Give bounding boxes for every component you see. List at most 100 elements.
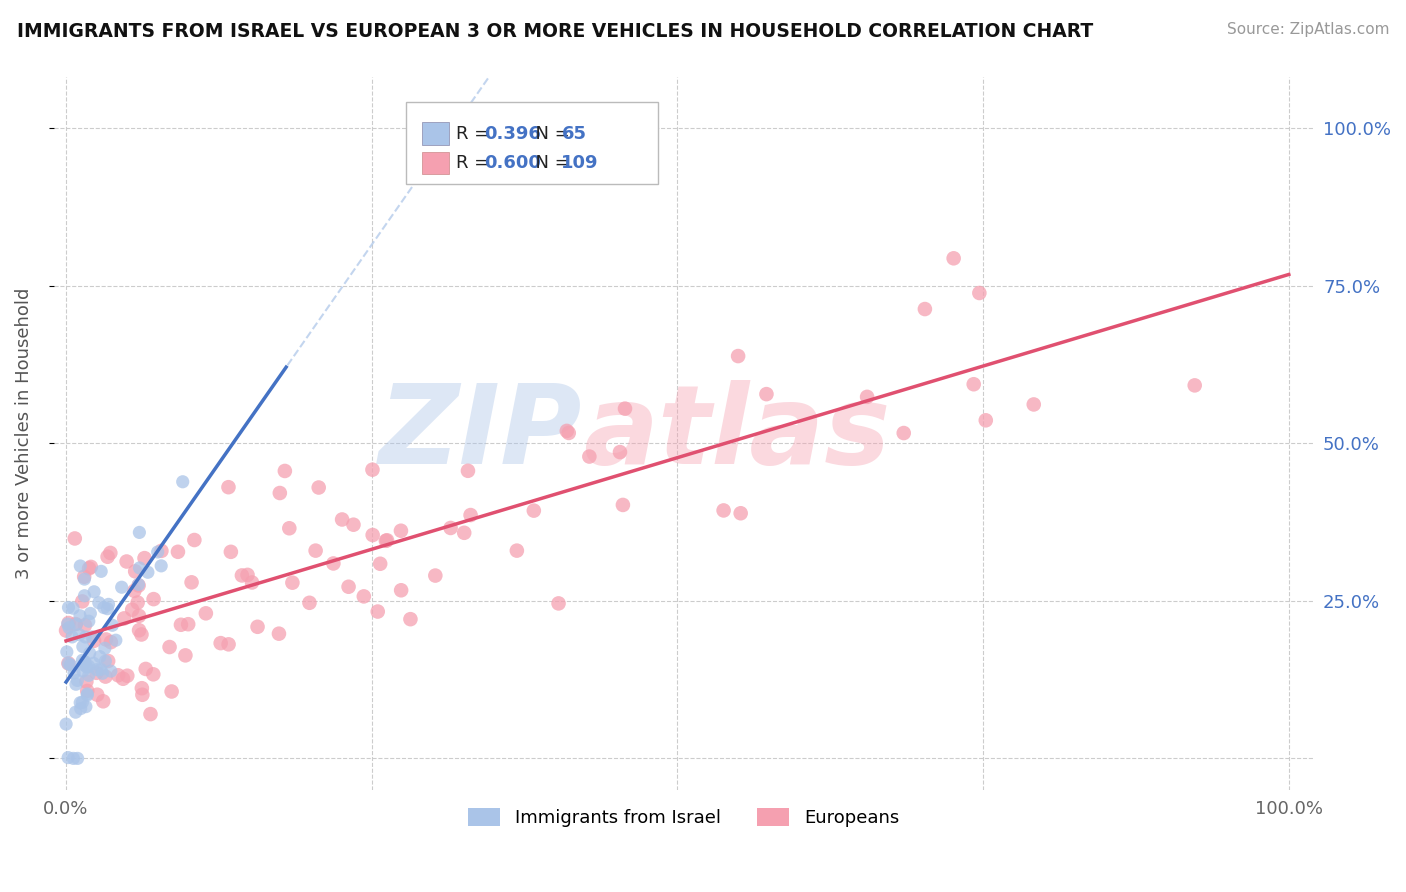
Point	[159, 640, 181, 654]
Point	[267, 626, 290, 640]
Point	[506, 543, 529, 558]
Point	[104, 633, 127, 648]
Text: Source: ZipAtlas.com: Source: ZipAtlas.com	[1226, 22, 1389, 37]
Point	[308, 481, 330, 495]
Point	[942, 252, 965, 266]
Text: 0.396: 0.396	[485, 125, 541, 143]
Point	[139, 707, 162, 722]
Point	[460, 508, 482, 522]
Point	[1022, 397, 1045, 411]
Point	[89, 649, 111, 664]
Point	[80, 560, 103, 574]
Point	[135, 662, 157, 676]
Point	[73, 589, 96, 603]
Point	[97, 549, 120, 564]
Point	[86, 665, 108, 680]
Point	[578, 450, 600, 464]
Point	[96, 601, 118, 615]
Point	[160, 684, 183, 698]
Point	[66, 751, 89, 765]
Point	[60, 630, 83, 644]
Point	[342, 517, 364, 532]
Point	[128, 624, 150, 638]
Point	[128, 561, 150, 575]
Point	[98, 546, 121, 560]
Point	[112, 611, 135, 625]
Point	[304, 543, 326, 558]
Point	[65, 617, 87, 632]
Point	[146, 545, 169, 559]
Point	[893, 425, 915, 440]
Point	[117, 669, 139, 683]
Point	[80, 630, 103, 644]
Point	[172, 475, 194, 489]
Point	[281, 575, 304, 590]
Point	[914, 301, 936, 316]
Point	[389, 583, 412, 598]
Point	[91, 694, 114, 708]
Point	[219, 545, 242, 559]
Point	[76, 684, 98, 698]
Point	[194, 607, 217, 621]
Point	[337, 580, 360, 594]
Point	[128, 609, 150, 624]
Point	[523, 503, 546, 517]
Point	[274, 464, 297, 478]
Point	[83, 584, 105, 599]
Point	[609, 445, 631, 459]
Point	[56, 750, 79, 764]
Point	[55, 717, 77, 731]
Point	[97, 654, 120, 668]
Point	[755, 387, 778, 401]
Point	[65, 677, 87, 691]
Point	[136, 566, 159, 580]
Point	[58, 657, 80, 671]
Point	[62, 601, 84, 615]
Point	[131, 688, 153, 702]
Point	[217, 480, 239, 494]
Point	[236, 567, 259, 582]
Point	[58, 657, 80, 671]
Point	[330, 512, 353, 526]
Point	[124, 583, 146, 598]
Point	[86, 688, 108, 702]
Point	[73, 618, 96, 632]
Point	[76, 688, 98, 702]
Point	[368, 557, 391, 571]
Point	[457, 464, 479, 478]
Point	[278, 521, 301, 535]
Point	[79, 607, 101, 621]
Point	[547, 596, 569, 610]
Point	[73, 655, 96, 669]
Point	[86, 663, 108, 677]
Point	[128, 578, 150, 592]
Point	[121, 603, 143, 617]
Point	[77, 561, 100, 575]
Text: ZIP: ZIP	[380, 380, 583, 487]
Point	[134, 551, 156, 566]
Point	[100, 635, 122, 649]
Point	[142, 592, 165, 607]
Point	[614, 401, 637, 416]
Point	[174, 648, 197, 663]
Point	[856, 390, 879, 404]
Point	[62, 751, 84, 765]
Point	[131, 681, 153, 696]
Point	[453, 525, 475, 540]
Point	[142, 667, 165, 681]
Y-axis label: 3 or more Vehicles in Household: 3 or more Vehicles in Household	[15, 288, 32, 580]
Point	[115, 554, 138, 568]
Point	[107, 668, 129, 682]
Point	[612, 498, 634, 512]
Point	[75, 674, 97, 689]
Point	[240, 575, 263, 590]
Point	[55, 624, 77, 638]
FancyBboxPatch shape	[422, 122, 450, 145]
Point	[69, 701, 91, 715]
Point	[963, 377, 986, 392]
Point	[91, 666, 114, 681]
Point	[730, 506, 752, 520]
Point	[66, 673, 89, 688]
Point	[69, 696, 91, 710]
Point	[375, 533, 398, 548]
